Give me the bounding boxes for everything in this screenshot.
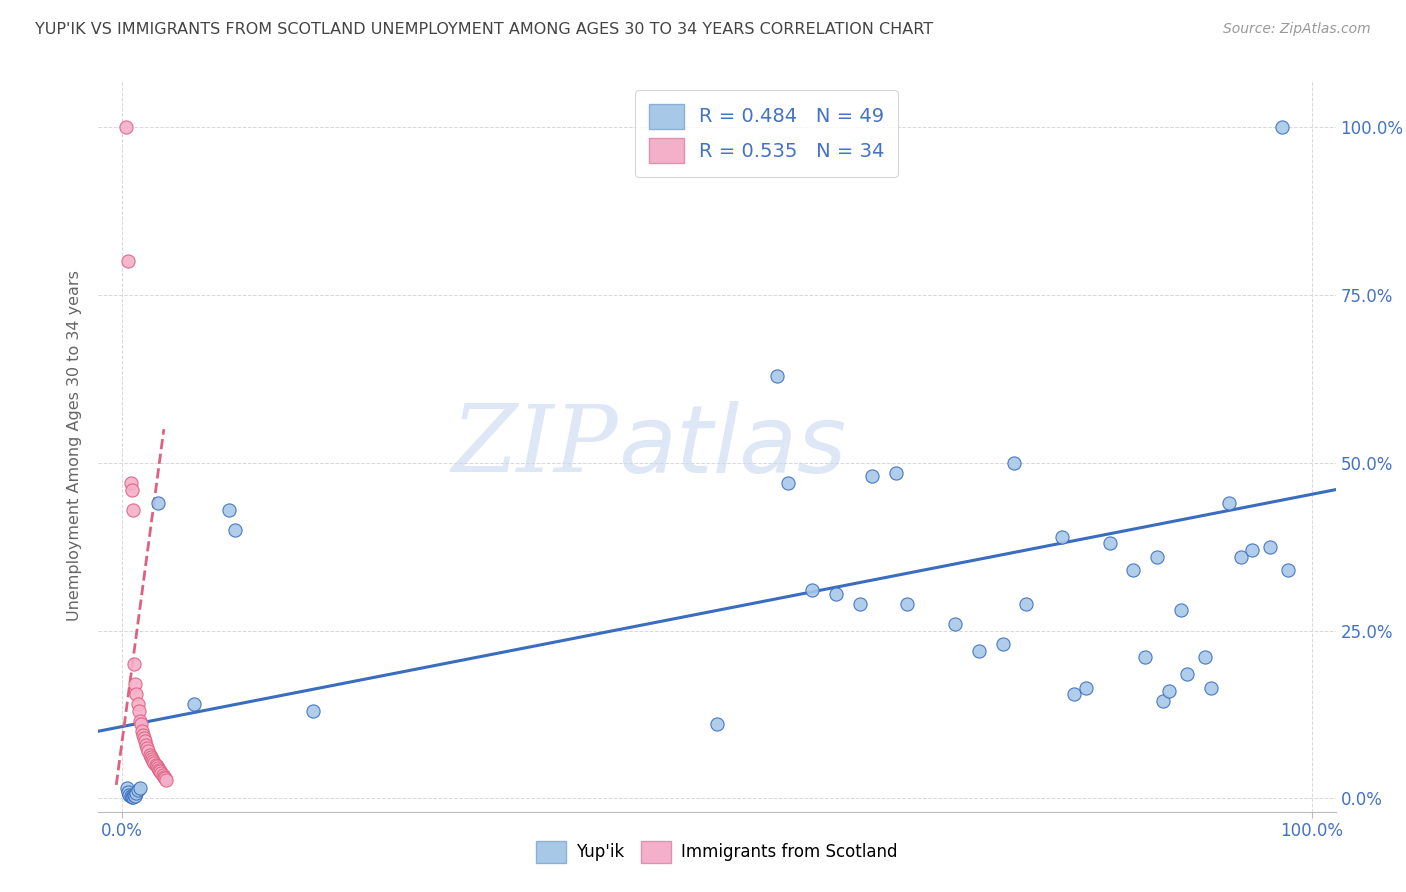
- Point: [125, 687, 148, 701]
- Point: [301, 704, 323, 718]
- Point: [121, 483, 143, 497]
- Point: [801, 583, 824, 598]
- Point: [138, 744, 160, 758]
- Point: [149, 764, 172, 779]
- Text: atlas: atlas: [619, 401, 846, 491]
- Point: [765, 368, 787, 383]
- Point: [153, 771, 176, 785]
- Point: [127, 783, 149, 797]
- Point: [114, 120, 136, 135]
- Point: [1074, 681, 1097, 695]
- Legend: Yup'ik, Immigrants from Scotland: Yup'ik, Immigrants from Scotland: [530, 835, 904, 869]
- Point: [150, 765, 173, 780]
- Point: [134, 734, 156, 748]
- Point: [1050, 530, 1073, 544]
- Point: [124, 677, 146, 691]
- Point: [1122, 563, 1144, 577]
- Point: [129, 717, 152, 731]
- Point: [1146, 549, 1168, 564]
- Point: [131, 724, 153, 739]
- Point: [1004, 456, 1026, 470]
- Point: [1152, 694, 1174, 708]
- Point: [155, 772, 177, 787]
- Point: [1241, 543, 1264, 558]
- Point: [943, 616, 966, 631]
- Point: [1271, 120, 1294, 135]
- Point: [849, 597, 872, 611]
- Point: [141, 752, 163, 766]
- Point: [1277, 563, 1299, 577]
- Point: [224, 523, 246, 537]
- Point: [122, 502, 145, 516]
- Point: [967, 643, 990, 657]
- Point: [120, 789, 142, 804]
- Point: [860, 469, 883, 483]
- Point: [218, 502, 240, 516]
- Point: [825, 587, 848, 601]
- Point: [146, 761, 169, 775]
- Point: [1194, 650, 1216, 665]
- Point: [1258, 540, 1281, 554]
- Point: [1218, 496, 1240, 510]
- Text: ZIP: ZIP: [451, 401, 619, 491]
- Point: [128, 704, 150, 718]
- Point: [132, 727, 155, 741]
- Point: [153, 770, 176, 784]
- Point: [1175, 667, 1198, 681]
- Point: [129, 781, 152, 796]
- Point: [120, 475, 142, 490]
- Point: [135, 738, 157, 752]
- Point: [118, 788, 141, 802]
- Point: [127, 698, 149, 712]
- Point: [117, 784, 139, 798]
- Point: [148, 763, 170, 777]
- Point: [1170, 603, 1192, 617]
- Point: [122, 789, 145, 804]
- Point: [121, 789, 143, 804]
- Point: [1229, 549, 1251, 564]
- Point: [884, 466, 907, 480]
- Point: [1063, 687, 1085, 701]
- Point: [115, 781, 138, 796]
- Point: [991, 637, 1014, 651]
- Point: [124, 789, 146, 804]
- Point: [1135, 650, 1157, 665]
- Point: [1199, 681, 1222, 695]
- Point: [129, 714, 152, 728]
- Point: [143, 756, 166, 771]
- Point: [1098, 536, 1121, 550]
- Text: YUP'IK VS IMMIGRANTS FROM SCOTLAND UNEMPLOYMENT AMONG AGES 30 TO 34 YEARS CORREL: YUP'IK VS IMMIGRANTS FROM SCOTLAND UNEMP…: [35, 22, 934, 37]
- Point: [142, 755, 165, 769]
- Text: Source: ZipAtlas.com: Source: ZipAtlas.com: [1223, 22, 1371, 37]
- Point: [132, 731, 155, 745]
- Point: [706, 717, 728, 731]
- Point: [138, 747, 160, 762]
- Point: [145, 757, 167, 772]
- Point: [145, 759, 167, 773]
- Point: [125, 786, 148, 800]
- Point: [122, 657, 145, 671]
- Point: [136, 741, 159, 756]
- Point: [1159, 684, 1181, 698]
- Point: [117, 254, 139, 268]
- Point: [146, 496, 169, 510]
- Point: [778, 475, 800, 490]
- Point: [1015, 597, 1038, 611]
- Point: [896, 597, 918, 611]
- Y-axis label: Unemployment Among Ages 30 to 34 years: Unemployment Among Ages 30 to 34 years: [67, 270, 83, 622]
- Point: [183, 698, 205, 712]
- Point: [122, 788, 145, 802]
- Point: [139, 749, 162, 764]
- Point: [152, 768, 174, 782]
